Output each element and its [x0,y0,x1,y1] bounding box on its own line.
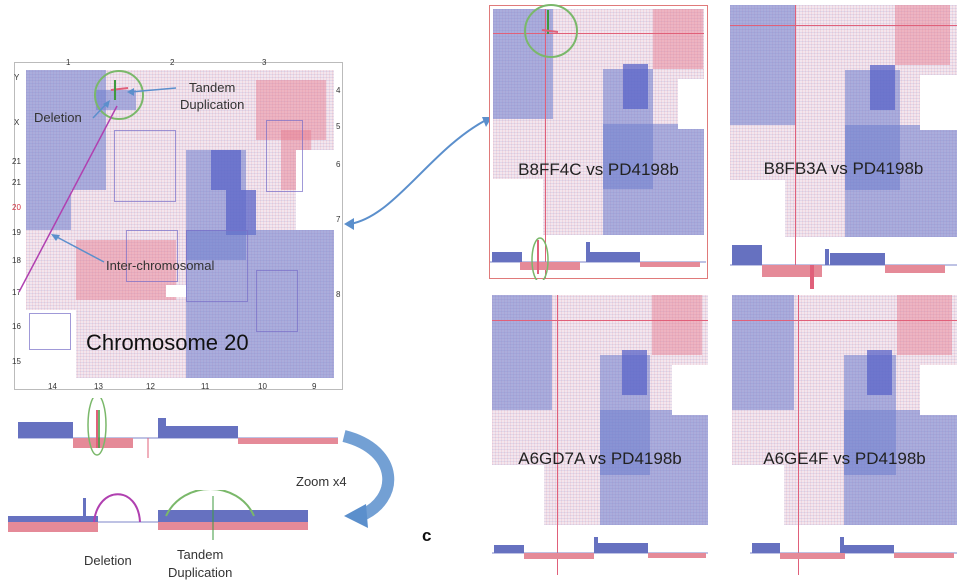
top-tick-1: 1 [66,58,71,67]
zoom-label: Zoom x4 [296,474,347,489]
panel-a6ge4f[interactable]: A6GE4F vs PD4198b [732,295,957,580]
panel-a6gd7a[interactable]: A6GD7A vs PD4198b [492,295,708,580]
bottom-tick-10: 10 [258,382,267,391]
panel-b8fb3a[interactable]: B8FB3A vs PD4198b [730,5,957,295]
zoom-deletion-label: Deletion [84,553,132,568]
bottom-tick-13: 13 [94,382,103,391]
panel-letter-c: c [422,526,432,545]
deletion-label: Deletion [34,110,82,125]
left-tick-15: 15 [12,357,21,366]
inter-arrow [54,235,105,263]
top-tick-2: 2 [170,58,175,67]
tandem-arrow [129,87,177,93]
bottom-tick-9: 9 [312,382,317,391]
left-tick-x: X [14,118,20,127]
left-tick-y: Y [14,73,20,82]
right-tick-6: 6 [336,160,341,169]
inter-chromosomal-label: Inter-chromosomal [106,258,215,273]
zoom-tandem-label: Tandem Duplication [168,547,233,580]
left-tick-17: 17 [12,288,21,297]
coverage-track-zoom [8,490,308,540]
left-tick-16: 16 [12,322,21,331]
left-tick-21b: 21 [12,178,21,187]
bottom-tick-14: 14 [48,382,57,391]
panel-b8ff4c-label: B8FF4C vs PD4198b [518,160,679,179]
right-tick-4: 4 [336,86,341,95]
top-tick-3: 3 [262,58,267,67]
bottom-tick-12: 12 [146,382,155,391]
main-heatmap [26,70,334,378]
bottom-tick-11: 11 [201,382,210,391]
inter-chromosomal-line [18,105,118,293]
panel-b8fb3a-label: B8FB3A vs PD4198b [763,159,924,178]
tandem-duplication-label: Tandem Duplication [180,80,245,112]
panel-a6ge4f-label: A6GE4F vs PD4198b [763,449,926,468]
left-tick-18: 18 [12,256,21,265]
right-tick-8: 8 [336,290,341,299]
left-tick-20: 20 [12,203,21,212]
link-arrow-curve [349,119,487,225]
left-tick-21a: 21 [12,157,21,166]
left-tick-19: 19 [12,228,21,237]
panel-b8ff4c[interactable]: B8FF4C vs PD4198b [489,4,708,280]
panel-a6gd7a-label: A6GD7A vs PD4198b [518,449,682,468]
zoom-arrow [342,430,395,528]
chromosome-title: Chromosome 20 [86,330,249,355]
tandem-circle [94,70,144,120]
right-tick-5: 5 [336,122,341,131]
coverage-track-main [18,398,338,458]
right-tick-7: 7 [336,215,341,224]
tandem-mark [110,87,129,91]
